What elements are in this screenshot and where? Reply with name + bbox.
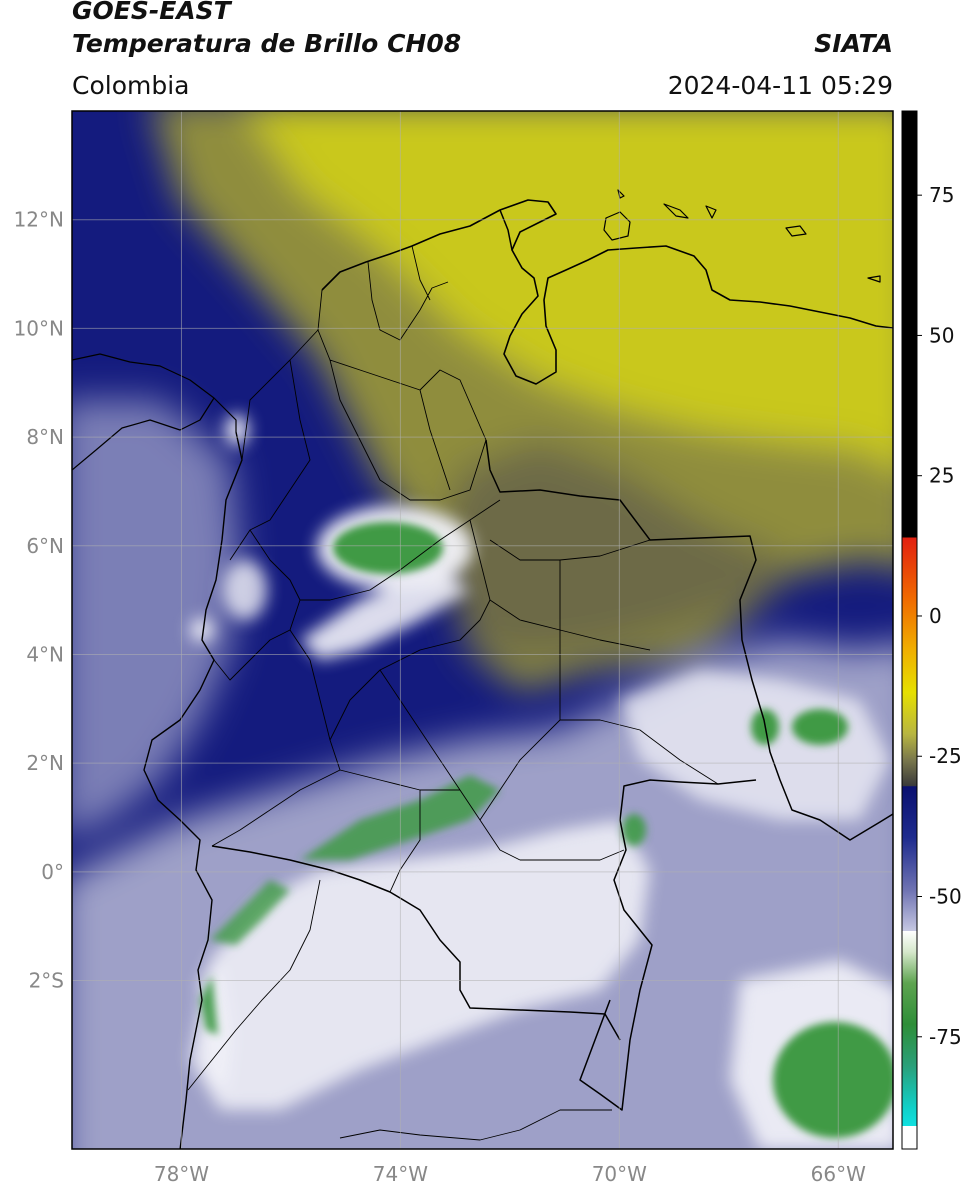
lat-tick-label: 0° (41, 860, 64, 884)
green-cold-cloud-top-southeast (773, 1022, 893, 1138)
caribbean-coastline (321, 199, 893, 385)
lat-tick-label: 10°N (14, 316, 64, 340)
colorbar-tick-label: 75 (929, 183, 954, 207)
colombia-brazil-border (579, 779, 757, 1111)
colorbar-tick-label: 50 (929, 323, 954, 347)
colorbar (901, 110, 918, 1150)
satellite-title: GOES-EAST (72, 0, 231, 25)
green-cold-cloud-coast (200, 975, 218, 1035)
green-cold-cloud-top-east-a (792, 709, 848, 745)
colorbar-tick-label: -50 (929, 885, 962, 909)
lon-tick-label: 66°W (811, 1162, 866, 1186)
lon-tick-label: 78°W (154, 1162, 209, 1186)
colombia-venezuela-border (485, 209, 893, 841)
green-cold-cloud-top-vaupes (622, 814, 646, 846)
pacific-coastline (143, 431, 243, 1149)
institution-label: SIATA (814, 29, 893, 58)
region-label: Colombia (72, 71, 190, 100)
colorbar-tick-label: -75 (929, 1025, 962, 1049)
yellow-dry-air-region (247, 111, 893, 467)
caribbean-islands (603, 189, 881, 283)
peru-ecuador-border (187, 879, 612, 1141)
lon-tick-label: 70°W (592, 1162, 647, 1186)
colorbar-tick-label: 0 (929, 604, 942, 628)
white-cloud-pacific-b (190, 618, 214, 642)
grey-transition-band (430, 440, 790, 660)
lavender-cloud-region-west (72, 400, 240, 836)
colorbar-tick-label: 25 (929, 464, 954, 488)
colorbar-tick-label: -25 (929, 744, 962, 768)
lon-tick-label: 74°W (373, 1162, 428, 1186)
latitude-tick-labels: 12°N 10°N 8°N 6°N 4°N 2°N 0° 2°S (14, 208, 64, 993)
product-title: Temperatura de Brillo CH08 (72, 29, 462, 58)
lat-tick-label: 2°S (29, 969, 64, 993)
white-cloud-cluster-south (190, 820, 650, 1110)
map-frame (71, 110, 894, 1150)
white-cloud-uraba (225, 414, 249, 446)
lat-tick-label: 6°N (26, 534, 64, 558)
lat-lon-grid (72, 111, 893, 1149)
lat-tick-label: 12°N (14, 208, 64, 232)
lat-tick-label: 8°N (26, 425, 64, 449)
colorbar-ticks: 75 50 25 0 -25 -50 -75 (917, 183, 962, 1049)
green-cold-cloud-band-west (210, 880, 290, 945)
lat-tick-label: 4°N (26, 642, 64, 666)
lat-tick-label: 2°N (26, 751, 64, 775)
green-cold-cloud-top-core (333, 522, 443, 574)
white-cloud-band-andes (300, 570, 470, 660)
panama-coastline (72, 353, 237, 471)
timestamp-label: 2024-04-11 05:29 (667, 71, 893, 100)
colombia-peru-ecuador-border (211, 845, 621, 1041)
longitude-tick-labels: 78°W 74°W 70°W 66°W (154, 1162, 866, 1186)
white-cloud-pacific-a (223, 560, 267, 620)
political-boundaries (72, 189, 893, 1149)
brightness-temperature-field (72, 111, 893, 1149)
